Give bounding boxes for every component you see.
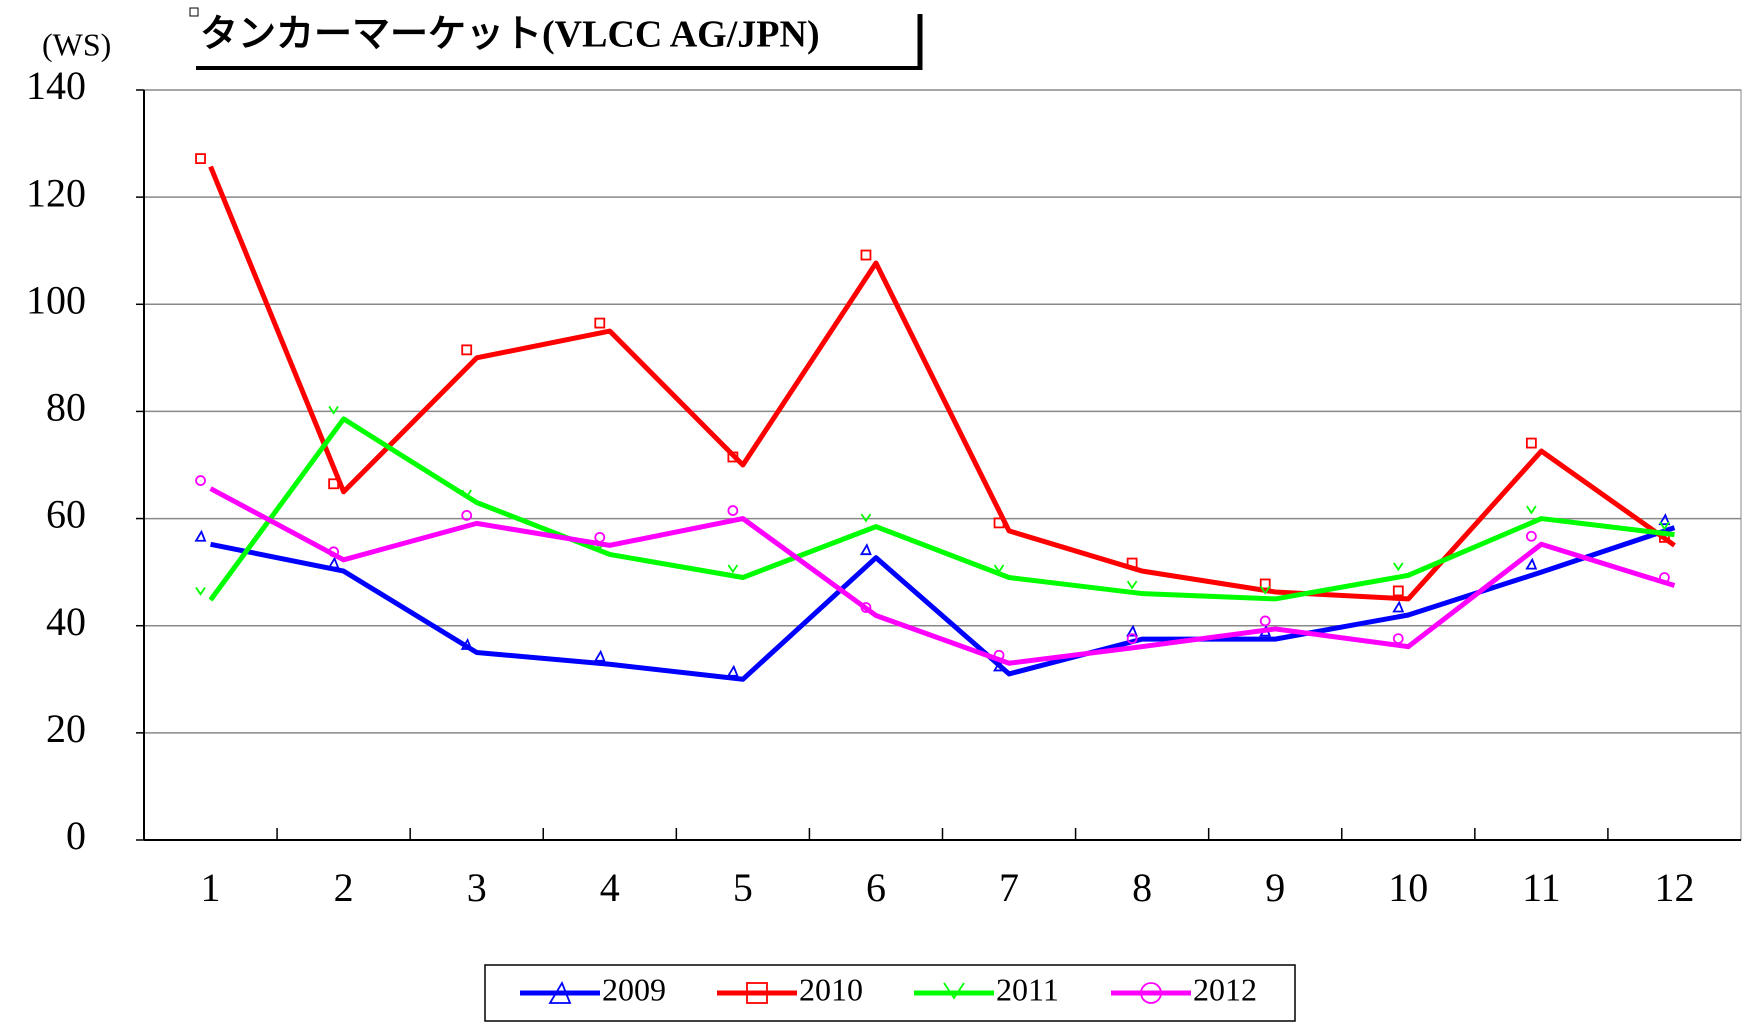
data-point	[328, 478, 340, 490]
legend-label: 2012	[1193, 971, 1257, 1007]
x-tick-label: 1	[201, 865, 221, 910]
legend-marker	[943, 982, 965, 1000]
x-tick-label: 6	[866, 865, 886, 910]
data-point	[461, 489, 472, 499]
data-point	[726, 664, 739, 677]
y-tick-label: 40	[46, 599, 86, 644]
data-point	[1126, 557, 1138, 569]
data-point	[1659, 521, 1670, 531]
data-point	[1259, 585, 1271, 595]
data-point	[993, 649, 1005, 661]
data-point	[1526, 505, 1537, 515]
data-point	[1126, 624, 1138, 637]
data-point	[1525, 557, 1538, 570]
data-point	[327, 556, 340, 569]
data-point	[594, 531, 606, 543]
chart-title: タンカーマーケット(VLCC AG/JPN)	[200, 14, 820, 56]
x-tick-label: 11	[1522, 865, 1561, 910]
x-tick-label: 12	[1654, 865, 1694, 910]
data-point	[860, 602, 872, 613]
data-point	[328, 546, 340, 558]
legend-marker	[548, 980, 572, 1004]
data-point	[195, 587, 206, 596]
data-point	[1259, 615, 1271, 627]
data-point	[860, 249, 872, 261]
legend-label: 2011	[996, 971, 1059, 1007]
data-point	[1259, 578, 1271, 590]
x-tick-label: 9	[1265, 865, 1285, 910]
data-point	[993, 564, 1005, 574]
x-tick-label: 3	[467, 865, 487, 910]
series-line	[208, 165, 1676, 602]
y-tick-label: 100	[26, 277, 86, 322]
legend-label: 2009	[602, 971, 666, 1007]
series-line	[209, 486, 1676, 666]
data-point	[1392, 633, 1404, 645]
y-tick-label: 20	[46, 706, 86, 751]
y-tick-label: 80	[46, 385, 86, 430]
data-point	[859, 543, 872, 556]
legend-marker	[1140, 982, 1162, 1004]
x-tick-label: 7	[999, 865, 1019, 910]
data-point	[460, 637, 473, 650]
data-point	[727, 564, 739, 574]
data-point	[1525, 530, 1537, 542]
x-tick-label: 10	[1388, 865, 1428, 910]
data-point	[727, 451, 739, 463]
x-tick-label: 2	[334, 865, 354, 910]
data-point	[1658, 513, 1671, 526]
data-point	[1659, 572, 1670, 583]
data-point	[992, 659, 1005, 672]
data-point	[328, 405, 339, 415]
y-tick-label: 60	[46, 492, 86, 537]
data-point	[461, 344, 473, 356]
x-tick-label: 8	[1132, 865, 1152, 910]
plot-area	[143, 89, 1742, 841]
data-point	[195, 153, 206, 165]
legend-marker	[746, 982, 768, 1004]
data-point	[1393, 562, 1404, 572]
data-point	[1392, 600, 1405, 613]
data-point	[594, 317, 606, 329]
data-point	[194, 529, 207, 542]
data-point	[727, 505, 739, 516]
data-point	[195, 475, 206, 486]
x-tick-label: 4	[600, 865, 620, 910]
data-point	[993, 517, 1005, 529]
data-point	[1525, 437, 1537, 449]
y-axis-label: (WS)	[42, 26, 111, 62]
data-point	[1126, 580, 1138, 590]
data-point	[1392, 585, 1404, 597]
data-point	[1126, 633, 1138, 645]
series-line	[208, 416, 1675, 602]
legend-label: 2010	[799, 971, 863, 1007]
title-icon	[189, 7, 199, 17]
data-point	[593, 649, 606, 662]
y-tick-label: 140	[26, 63, 86, 108]
data-point	[461, 509, 473, 521]
series-line	[210, 525, 1676, 682]
y-tick-label: 120	[26, 170, 86, 215]
data-point	[860, 513, 872, 523]
y-tick-label: 0	[66, 813, 86, 858]
x-tick-label: 5	[733, 865, 753, 910]
